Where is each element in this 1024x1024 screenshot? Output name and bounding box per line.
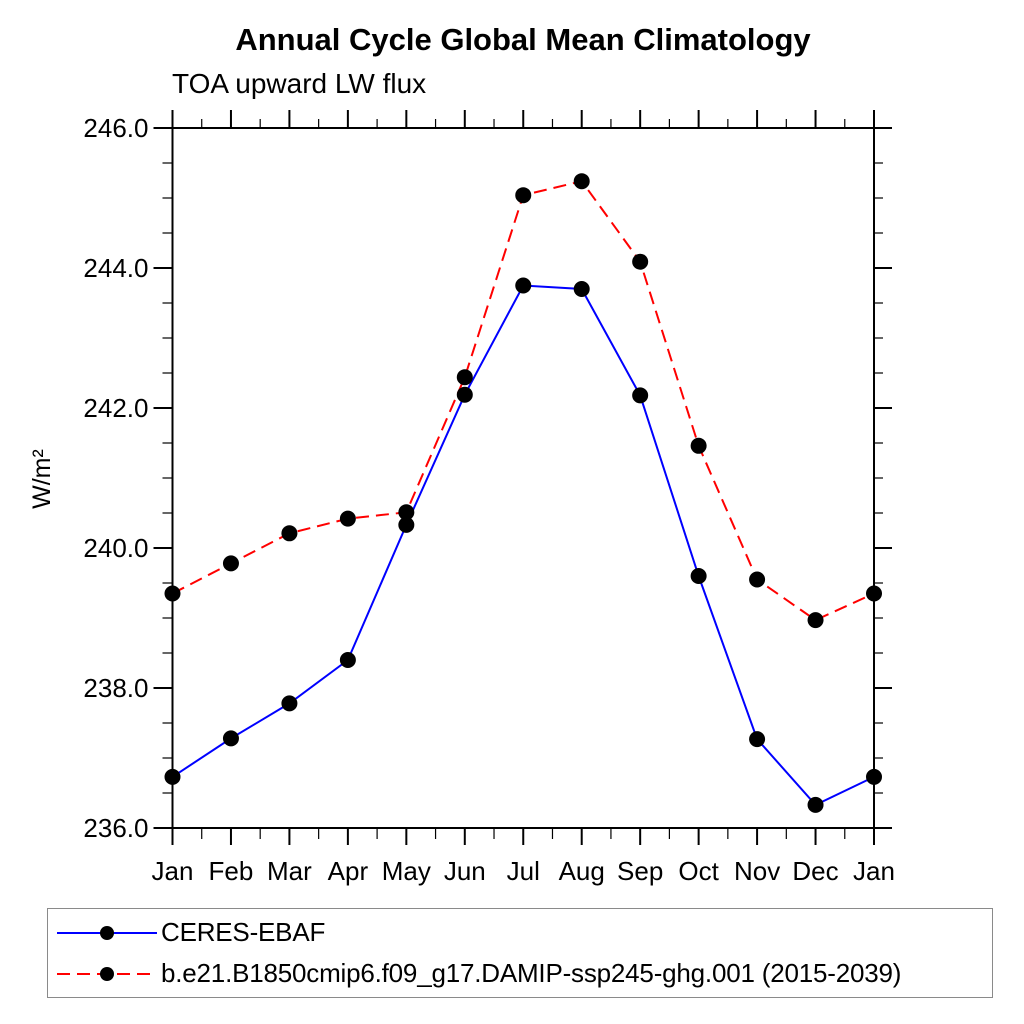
legend-item-ceres-ebaf: CERES-EBAF [57,916,992,950]
plot-frame [171,127,875,829]
series-markers-0 [164,277,882,813]
x-tick-label: Jul [507,856,540,886]
data-point-marker [456,386,473,403]
y-tick-label: 236.0 [83,813,148,843]
x-tick-label: Sep [617,856,663,886]
data-point-marker [632,253,649,270]
data-point-marker [807,796,824,813]
data-point-marker [573,173,590,190]
data-point-marker [866,768,882,785]
x-tick-label: Dec [792,856,838,886]
data-point-marker [866,585,882,602]
y-tick-label: 244.0 [83,253,148,283]
y-tick-label: 242.0 [83,393,148,423]
data-point-marker [398,504,415,521]
data-point-marker [164,585,181,602]
data-point-marker [281,695,298,712]
y-tick-label: 240.0 [83,533,148,563]
data-point-marker [339,652,356,668]
data-point-marker [690,568,707,584]
legend-line-sample-icon [57,925,157,940]
data-point-marker [690,437,707,454]
legend-item-model-run: b.e21.B1850cmip6.f09_g17.DAMIP-ssp245-gh… [57,957,992,991]
y-axis-label: W/m² [28,449,56,509]
data-point-marker [807,612,824,629]
series-line-1 [172,180,875,622]
x-tick-label: Nov [734,856,780,886]
series-line-0 [171,284,875,807]
data-point-marker [515,277,532,294]
chart-title: Annual Cycle Global Mean Climatology [235,22,811,57]
legend-label: b.e21.B1850cmip6.f09_g17.DAMIP-ssp245-gh… [161,958,902,988]
x-tick-label: Apr [328,856,369,886]
legend-label: CERES-EBAF [161,917,326,947]
x-tick-label: Jan [152,856,194,886]
data-point-marker [749,571,766,588]
data-point-marker [222,555,239,572]
data-point-marker [339,510,356,527]
data-point-marker [398,516,415,533]
data-point-marker [456,369,473,386]
data-point-marker [515,187,532,204]
x-tick-label: Jan [853,856,895,886]
legend-sample-marker [100,966,114,981]
data-point-marker [164,768,181,785]
chart-subtitle: TOA upward LW flux [172,68,427,99]
y-axis-ticks: 236.0 238.0 240.0 242.0 244.0 246.0 [83,113,892,843]
x-tick-label: Feb [209,856,254,886]
x-tick-label: Aug [559,856,605,886]
x-tick-label: Oct [678,856,719,886]
data-point-marker [222,730,239,747]
data-point-marker [749,731,766,748]
x-tick-label: Mar [267,856,312,886]
legend: CERES-EBAF b.e21.B1850cmip6.f09_g17.DAMI… [47,908,993,998]
legend-line-sample-icon [57,966,157,981]
series-markers-1 [164,173,882,629]
legend-sample-marker [100,925,114,940]
x-tick-label: May [382,856,431,886]
y-tick-label: 238.0 [83,673,148,703]
x-axis-ticks: Jan Feb Mar Apr May Jun Jul Aug Sep Oct Nov Dec Jan [152,110,895,886]
data-point-marker [281,525,298,542]
x-tick-label: Jun [444,856,486,886]
y-tick-label: 246.0 [83,113,148,143]
data-point-marker [632,387,649,404]
data-point-marker [573,281,590,297]
